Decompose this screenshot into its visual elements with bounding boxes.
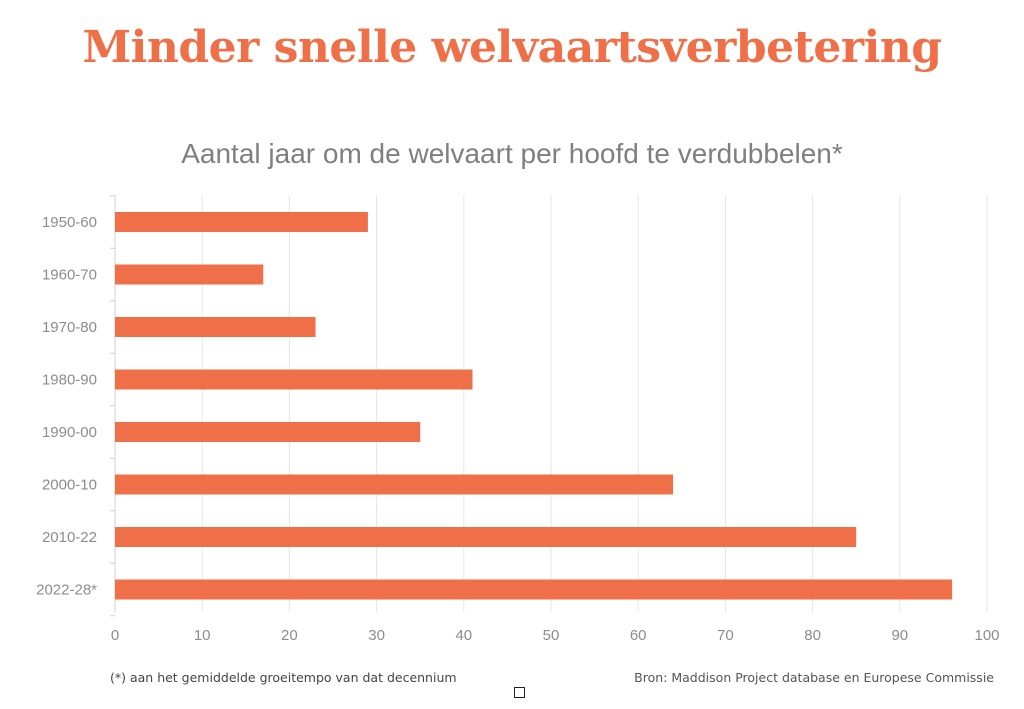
x-tick-label: 50 xyxy=(543,627,560,644)
chart-subtitle: Aantal jaar om de welvaart per hoofd te … xyxy=(181,138,843,169)
x-tick-label: 40 xyxy=(455,627,472,644)
x-tick-label: 70 xyxy=(717,627,734,644)
bar xyxy=(115,474,674,495)
x-tick-label: 100 xyxy=(974,627,999,644)
bar xyxy=(115,579,953,600)
category-label: 1970-80 xyxy=(42,319,97,336)
x-tick-label: 0 xyxy=(111,627,119,644)
category-label: 2000-10 xyxy=(42,477,97,494)
x-tick-label: 30 xyxy=(368,627,385,644)
chart-title: Minder snelle welvaartsverbetering xyxy=(82,22,942,73)
bar xyxy=(115,527,857,547)
bar xyxy=(115,317,316,337)
x-tick-label: 20 xyxy=(281,627,298,644)
x-tick-label: 60 xyxy=(630,627,647,644)
bar xyxy=(115,212,368,232)
bar xyxy=(115,369,473,390)
x-tick-label: 80 xyxy=(804,627,821,644)
x-tick-label: 10 xyxy=(194,627,211,644)
category-label: 2010-22 xyxy=(42,529,97,546)
category-label: 1960-70 xyxy=(42,267,97,284)
square-marker xyxy=(514,687,525,698)
category-label: 1950-60 xyxy=(42,214,97,231)
source-note: Bron: Maddison Project database en Europ… xyxy=(634,670,994,685)
footnote: (*) aan het gemiddelde groeitempo van da… xyxy=(110,670,457,685)
category-label: 2022-28* xyxy=(36,582,97,599)
category-label: 1990-00 xyxy=(42,424,97,441)
bar xyxy=(115,264,264,285)
x-tick-label: 90 xyxy=(891,627,908,644)
category-label: 1980-90 xyxy=(42,372,97,389)
bar xyxy=(115,422,421,442)
